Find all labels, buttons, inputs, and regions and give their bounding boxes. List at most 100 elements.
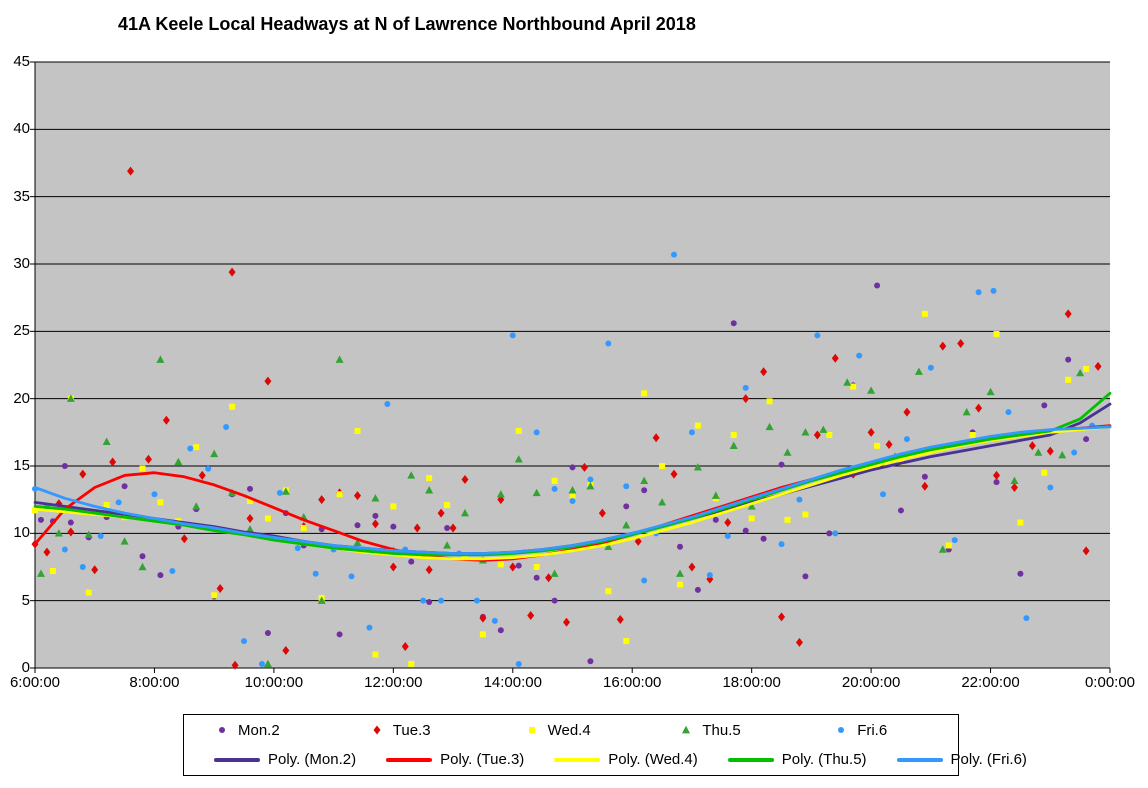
triangle-marker-icon [54,529,63,537]
circle-marker-icon [67,519,74,526]
diamond-marker-icon [413,523,421,533]
triangle-marker-icon [783,448,792,456]
circle-marker-icon [1083,436,1090,443]
diamond-marker-icon [264,376,272,386]
square-marker-icon [1041,469,1048,476]
circle-marker-icon [742,384,749,391]
square-marker-icon [479,631,486,638]
triangle-marker-icon [586,482,595,490]
triangle-marker-icon [263,659,272,668]
legend-label: Poly. (Thu.5) [781,751,867,769]
triangle-marker-icon [1010,476,1019,485]
diamond-marker-icon [813,430,821,440]
circle-marker-icon [438,597,445,604]
circle-marker-icon [241,638,248,645]
legend-label: Poly. (Fri.6) [950,751,1027,769]
diamond-marker-icon [216,584,224,594]
triangle-marker-icon [604,542,613,550]
square-marker-icon [139,465,146,472]
diamond-marker-icon [1028,441,1036,451]
circle-marker-icon [826,530,833,537]
circle-marker-icon [587,476,594,483]
circle-marker-icon [856,352,863,359]
chart-title: 41A Keele Local Headways at N of Lawrenc… [118,14,696,34]
diamond-marker-icon [162,415,170,425]
circle-marker-icon [587,658,594,665]
triangle-marker-icon [514,455,523,463]
circle-marker-icon [37,516,44,523]
circle-marker-icon [688,429,695,436]
square-marker-icon [300,524,307,531]
circle-marker-icon [294,545,301,552]
circle-marker-icon [348,573,355,580]
square-marker-icon [1017,519,1024,526]
circle-marker-icon [838,727,845,734]
square-marker-icon [264,515,271,522]
triangle-marker-icon [622,521,631,529]
diamond-marker-icon [545,573,553,583]
square-marker-icon [336,491,343,498]
circle-marker-icon [730,320,737,327]
triangle-marker-icon [550,569,559,577]
circle-marker-icon [509,332,516,339]
triangle-marker-icon [914,367,923,375]
circle-marker-icon [276,489,283,496]
diamond-marker-icon [598,508,606,518]
legend-label: Mon.2 [238,721,280,739]
diamond-marker-icon [1010,483,1018,493]
diamond-marker-icon [688,562,696,572]
triangle-marker-icon [84,530,93,538]
triangle-marker-icon [747,502,756,510]
diamond-marker-icon [778,612,786,622]
triangle-marker-icon [711,491,720,499]
square-marker-icon [641,390,648,397]
triangle-marker-icon [138,562,147,571]
circle-marker-icon [671,251,678,258]
triangle-marker-icon [425,486,434,494]
legend-item-Poly. (Fri.6): Poly. (Fri.6) [867,751,1027,768]
square-marker-icon [193,444,200,451]
circle-marker-icon [312,570,319,577]
circle-marker-icon [473,597,480,604]
diamond-marker-icon [921,481,929,491]
square-marker-icon [802,511,809,518]
circle-marker-icon [1047,484,1054,491]
triangle-marker-icon [335,355,344,363]
diamond-marker-icon [318,495,326,505]
square-marker-icon [157,499,164,506]
square-marker-icon [533,564,540,570]
circle-marker-icon [515,660,522,667]
triangle-marker-icon [36,569,45,577]
circle-marker-icon [641,487,648,494]
diamond-marker-icon [616,615,624,625]
diamond-marker-icon [354,491,361,501]
diamond-marker-icon [127,166,135,176]
diamond-marker-icon [957,338,965,348]
circle-marker-icon [880,491,887,498]
diamond-marker-icon [742,394,750,404]
legend-label: Thu.5 [702,721,741,739]
square-marker-icon [354,427,361,434]
legend-label: Tue.3 [392,721,431,739]
diamond-marker-icon [1094,361,1102,371]
diamond-marker-icon [79,469,87,479]
square-marker-icon [497,561,504,568]
legend-label: Poly. (Mon.2) [268,751,357,769]
square-marker-icon [993,331,1000,338]
triangle-marker-icon [281,487,290,495]
circle-marker-icon [569,464,576,471]
circle-marker-icon [874,282,881,289]
diamond-marker-icon [449,523,457,533]
square-marker-icon [229,403,236,410]
diamond-marker-icon [67,527,75,537]
square-marker-icon [211,592,218,599]
y-axis-tick-label: 40 [13,120,30,138]
square-marker-icon [247,498,253,505]
circle-marker-icon [706,572,713,579]
circle-marker-icon [832,530,839,537]
circle-marker-icon [623,503,630,510]
circle-marker-icon [533,574,540,581]
scatter-series-Thu.5 [36,355,1085,668]
circle-marker-icon [897,507,904,514]
square-marker-icon [515,427,522,434]
